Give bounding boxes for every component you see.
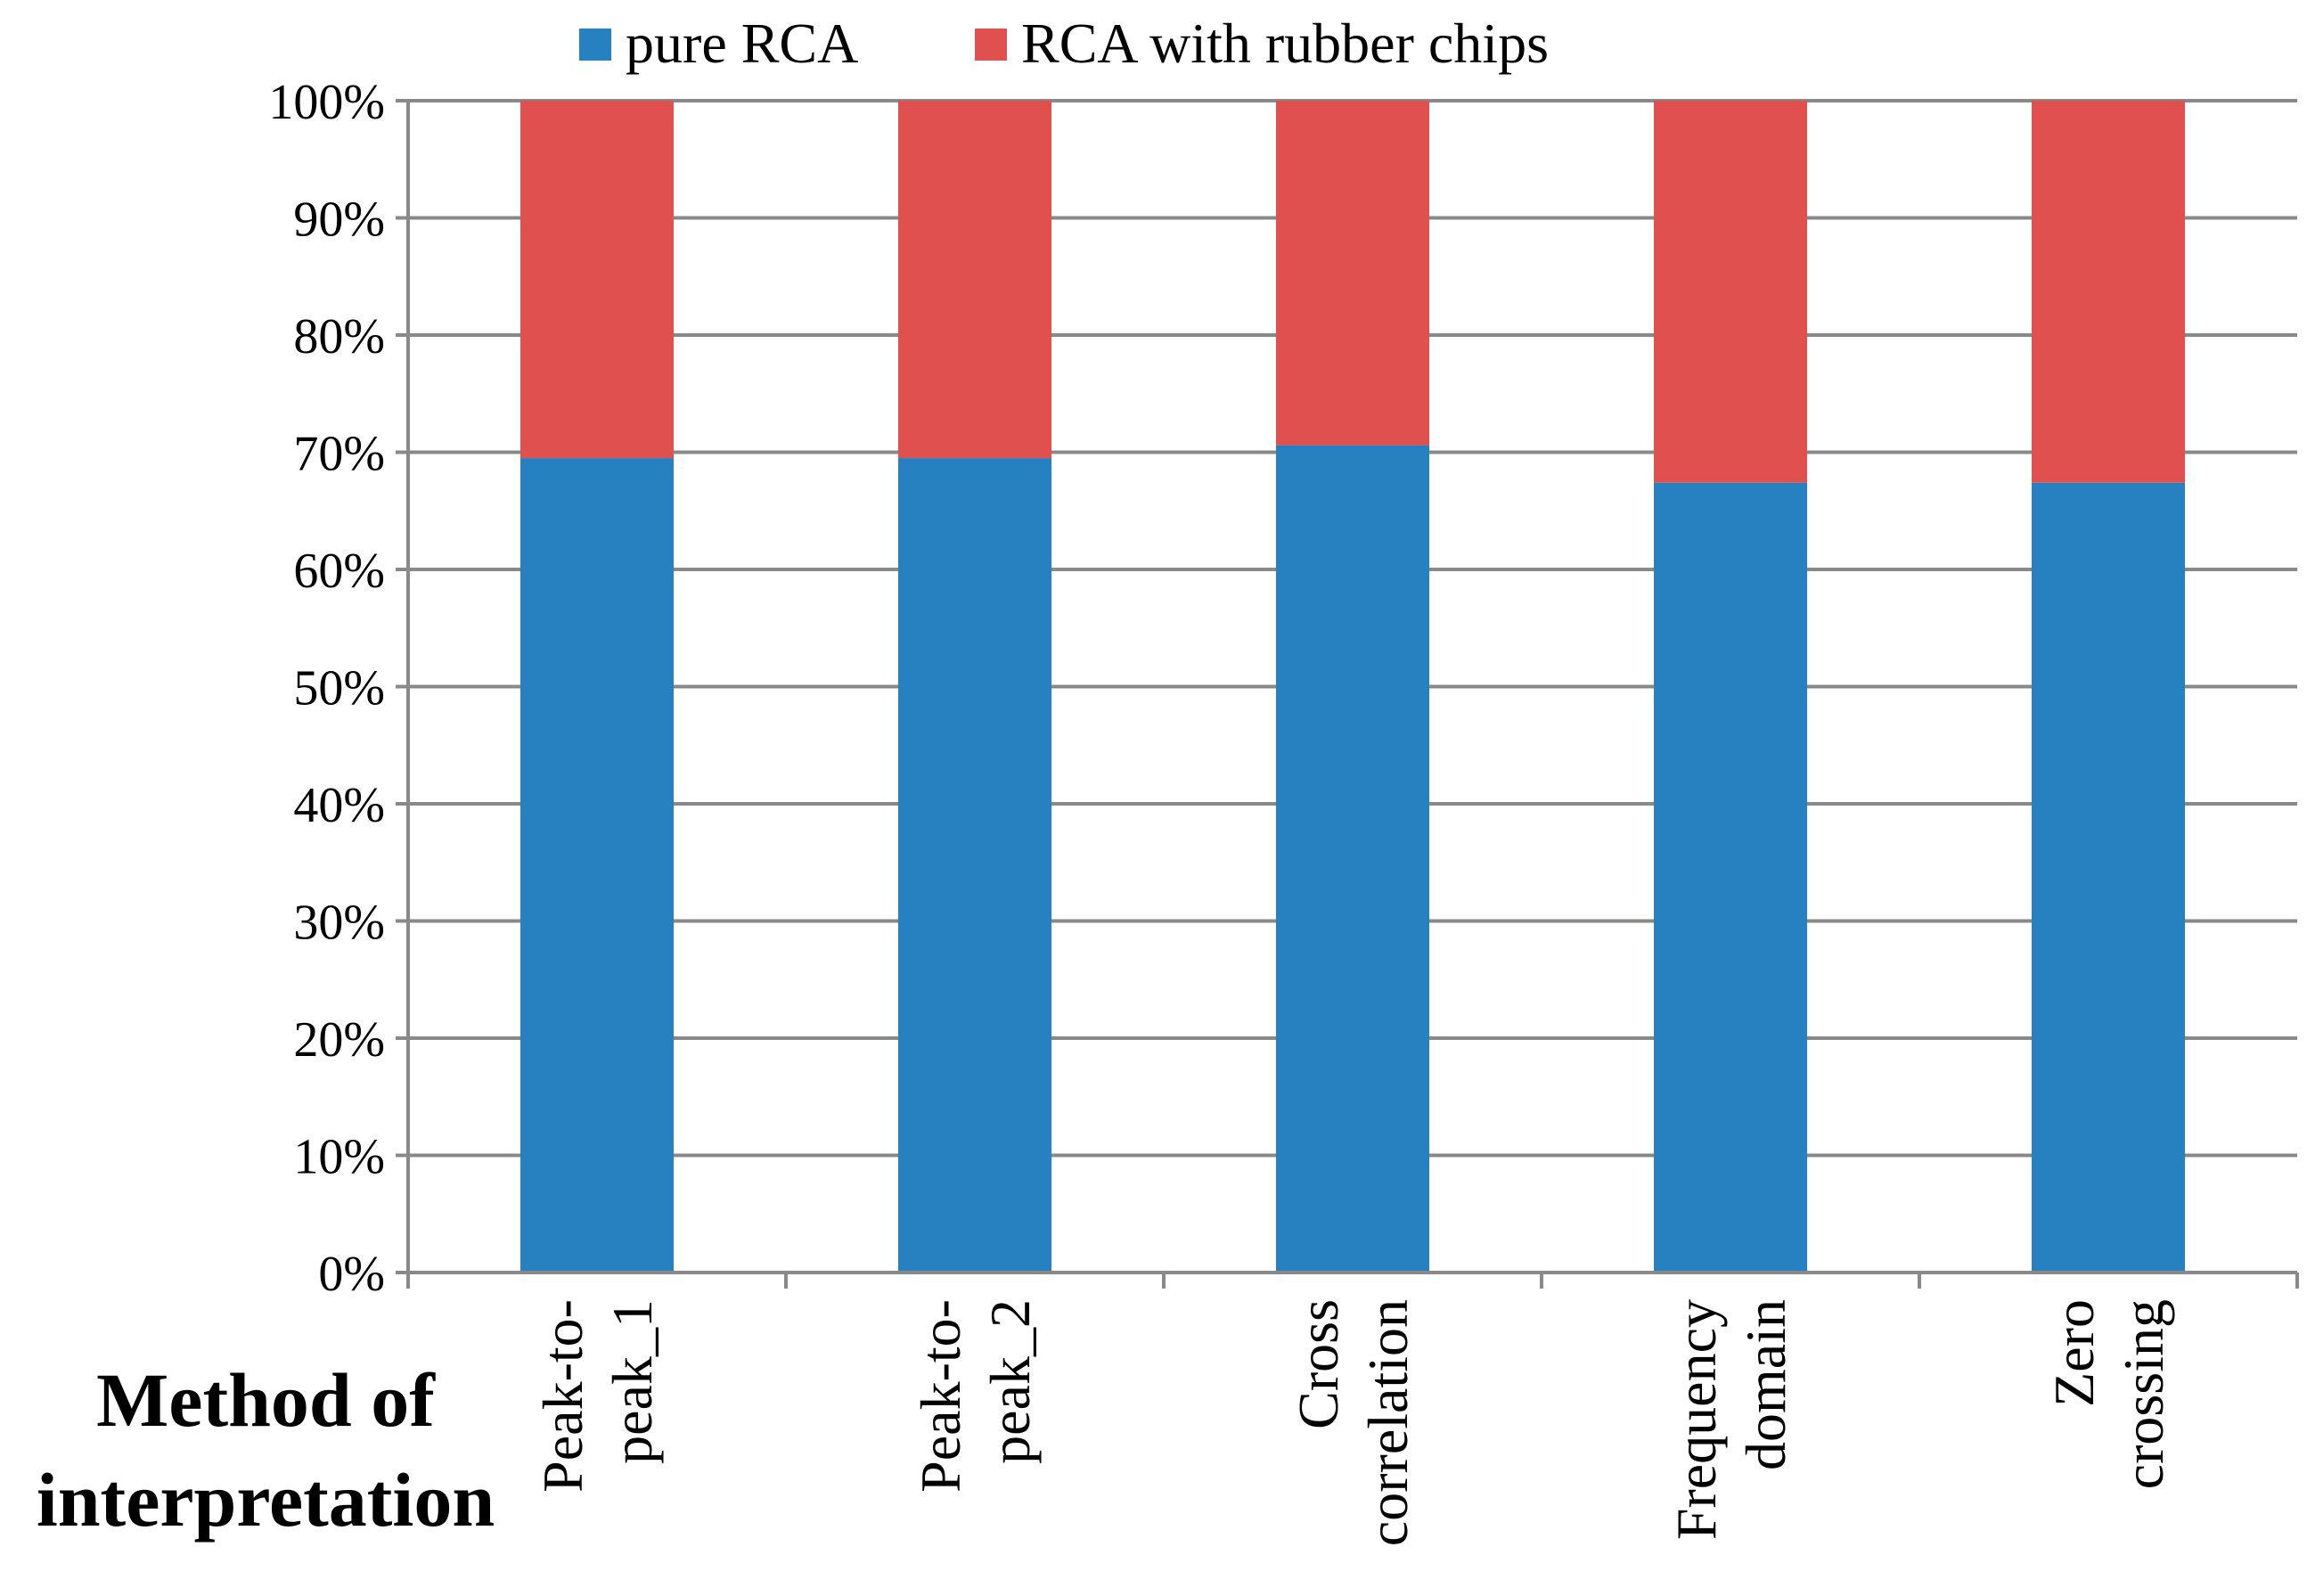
y-tick-label: 100% (268, 75, 385, 130)
y-tick-label: 30% (293, 896, 385, 951)
axes (396, 99, 2299, 1289)
x-category-label-line: peak_1 (601, 1299, 664, 1464)
y-tick-label: 80% (293, 309, 385, 364)
x-axis-title: Method of interpretation (37, 1357, 495, 1543)
bar-rca-rubber-chips (2032, 101, 2185, 483)
y-tick-label: 50% (293, 661, 385, 716)
y-tick-label: 20% (293, 1012, 385, 1068)
x-category-label: Peak-to-peak_2 (909, 1299, 1042, 1493)
legend-swatch (975, 29, 1007, 61)
x-category-label-line: correlation (1356, 1299, 1419, 1546)
y-tick-label: 10% (293, 1130, 385, 1185)
x-category-label: Cross correlation (1287, 1299, 1419, 1546)
y-tick-label: 60% (293, 544, 385, 599)
y-tick-labels: 0% 10% 20% 30% 40% 50% 60% 70% 80% 90% 100% (268, 75, 385, 1302)
legend-label: RCA with rubber chips (1021, 12, 1549, 75)
x-category-labels: Peak-to-peak_1 Peak-to-peak_2 Cross correla… (531, 1299, 2175, 1546)
x-category-label-line: crossing (2112, 1299, 2175, 1489)
bar-pure-rca (520, 458, 674, 1273)
y-tick-label: 90% (293, 192, 385, 248)
bar-pure-rca (1276, 445, 1429, 1273)
legend-swatch (579, 29, 611, 61)
bar-pure-rca (898, 458, 1051, 1273)
y-tick-label: 70% (293, 427, 385, 482)
x-category-label-line: Zero (2042, 1299, 2106, 1407)
bar-rca-rubber-chips (1654, 101, 1807, 483)
bar-pure-rca (1654, 482, 1807, 1273)
x-category-label-line: Peak-to- (531, 1299, 594, 1493)
x-category-label: Zero crossing (2042, 1299, 2175, 1489)
x-category-label-line: Peak-to- (909, 1299, 972, 1493)
x-category-label-line: Cross (1287, 1299, 1350, 1429)
y-tick-label: 40% (293, 778, 385, 833)
x-category-label: Peak-to-peak_1 (531, 1299, 664, 1493)
bar-rca-rubber-chips (520, 101, 674, 459)
legend-label: pure RCA (626, 12, 858, 75)
bar-pure-rca (2032, 482, 2185, 1273)
bar-rca-rubber-chips (898, 101, 1051, 459)
x-category-label-line: Frequency (1665, 1299, 1728, 1540)
legend: pure RCA RCA with rubber chips (579, 12, 1549, 75)
x-category-label-line: domain (1734, 1299, 1797, 1470)
y-tick-label: 0% (318, 1247, 385, 1302)
bars (520, 101, 2185, 1273)
bar-rca-rubber-chips (1276, 101, 1429, 446)
x-category-label: Frequency domain (1665, 1299, 1797, 1540)
x-category-label-line: peak_2 (978, 1299, 1042, 1464)
